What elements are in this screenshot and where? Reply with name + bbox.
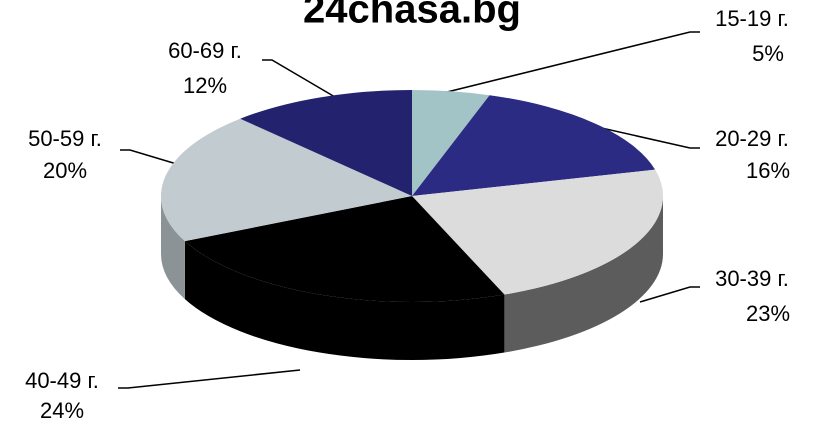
value-label: 5% xyxy=(752,41,784,66)
value-label: 12% xyxy=(183,73,227,98)
value-label: 16% xyxy=(746,158,790,183)
pie-slice xyxy=(184,196,505,302)
pie-slice xyxy=(161,118,412,242)
leader-line xyxy=(262,59,336,98)
category-label: 15-19 г. xyxy=(715,6,789,31)
pie-side xyxy=(504,196,663,353)
category-label: 60-69 г. xyxy=(168,38,242,63)
pie-slice xyxy=(412,95,656,196)
category-label: 30-39 г. xyxy=(715,266,789,291)
leader-line xyxy=(639,286,700,303)
category-label: 40-49 г. xyxy=(25,368,99,393)
pie-slice xyxy=(412,169,663,295)
pie-slice xyxy=(412,90,490,196)
value-label: 20% xyxy=(43,158,87,183)
leader-line xyxy=(574,121,700,149)
pie-slice xyxy=(240,90,412,196)
pie-tops xyxy=(161,90,663,302)
leader-lines xyxy=(118,31,700,389)
chart-title: 24chasa.bg xyxy=(303,0,521,32)
category-label: 50-59 г. xyxy=(28,126,102,151)
leader-line xyxy=(120,149,181,166)
pie-sides xyxy=(161,196,663,360)
leader-line xyxy=(446,31,700,93)
pie-side xyxy=(161,196,185,300)
value-label: 23% xyxy=(746,301,790,326)
leader-line xyxy=(118,369,301,389)
value-label: 24% xyxy=(40,398,84,423)
category-label: 20-29 г. xyxy=(715,126,789,151)
pie-side xyxy=(184,241,505,360)
